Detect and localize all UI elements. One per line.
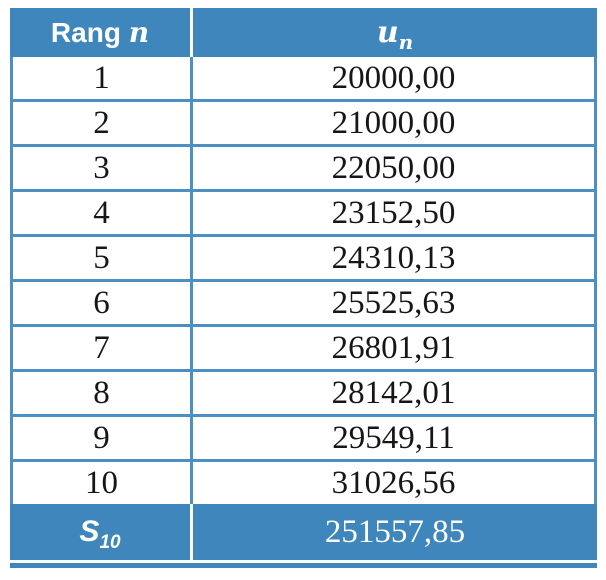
header-rank-var: n [128, 16, 150, 49]
cell-rank: 8 [13, 372, 193, 414]
un-value: 23152,50 [331, 194, 456, 231]
cell-rank: 5 [13, 237, 193, 279]
sequence-table: Rang n un 1 20000,00 [10, 8, 597, 568]
cell-rank: 2 [13, 102, 193, 144]
un-value: 21000,00 [331, 104, 456, 141]
un-value: 24310,13 [331, 239, 456, 276]
sum-value: 251557,85 [324, 513, 466, 550]
rank-value: 1 [93, 59, 110, 96]
footer-separator-line [10, 560, 597, 563]
table-body: 1 20000,00 2 21000,00 [10, 57, 597, 504]
un-value: 31026,56 [331, 464, 456, 501]
sum-label: S10 [79, 515, 120, 552]
header-un-var: u [376, 15, 399, 50]
cell-un-value: 24310,13 [193, 237, 594, 279]
table-row: 8 28142,01 [13, 372, 594, 417]
rank-value: 3 [93, 149, 110, 186]
table-row: 7 26801,91 [13, 327, 594, 372]
cell-un-value: 23152,50 [193, 192, 594, 234]
un-value: 20000,00 [331, 59, 456, 96]
rank-value: 2 [93, 104, 110, 141]
rank-value: 7 [93, 329, 110, 366]
un-value: 26801,91 [331, 329, 456, 366]
header-un-sub: n [398, 30, 414, 54]
footer-cell-label: S10 [10, 504, 193, 560]
rank-value: 9 [93, 419, 110, 456]
table-header-row: Rang n un [10, 8, 597, 57]
table-row: 4 23152,50 [13, 192, 594, 237]
table-row: 2 21000,00 [13, 102, 594, 147]
rank-value: 10 [85, 464, 118, 501]
sum-label-sub: 10 [99, 532, 121, 553]
table-row: 10 31026,56 [13, 462, 594, 504]
rank-value: 6 [93, 284, 110, 321]
table-row: 6 25525,63 [13, 282, 594, 327]
cell-rank: 3 [13, 147, 193, 189]
cell-rank: 9 [13, 417, 193, 459]
cell-rank: 1 [13, 57, 193, 99]
un-value: 22050,00 [331, 149, 456, 186]
table-row: 3 22050,00 [13, 147, 594, 192]
table-footer-row: S10 251557,85 [10, 504, 597, 560]
rank-value: 5 [93, 239, 110, 276]
cell-un-value: 31026,56 [193, 462, 594, 504]
header-rank-text: Rang [50, 17, 121, 48]
un-value: 29549,11 [332, 419, 455, 456]
cell-rank: 7 [13, 327, 193, 369]
cell-rank: 4 [13, 192, 193, 234]
cell-un-value: 25525,63 [193, 282, 594, 324]
table-row: 1 20000,00 [13, 57, 594, 102]
rank-value: 4 [93, 194, 110, 231]
header-cell-rank: Rang n [10, 8, 193, 57]
rank-value: 8 [93, 374, 110, 411]
table-row: 9 29549,11 [13, 417, 594, 462]
un-value: 28142,01 [331, 374, 456, 411]
header-un-label: un [376, 15, 413, 52]
table-row: 5 24310,13 [13, 237, 594, 282]
cell-un-value: 28142,01 [193, 372, 594, 414]
header-cell-un: un [193, 8, 597, 57]
cell-un-value: 22050,00 [193, 147, 594, 189]
cell-un-value: 29549,11 [193, 417, 594, 459]
footer-cell-value: 251557,85 [193, 504, 597, 560]
table-bottom-border [10, 563, 597, 568]
header-rank-label: Rang n [51, 16, 149, 49]
cell-un-value: 20000,00 [193, 57, 594, 99]
cell-rank: 6 [13, 282, 193, 324]
un-value: 25525,63 [331, 284, 456, 321]
cell-rank: 10 [13, 462, 193, 504]
cell-un-value: 21000,00 [193, 102, 594, 144]
sum-label-main: S [79, 515, 100, 548]
cell-un-value: 26801,91 [193, 327, 594, 369]
